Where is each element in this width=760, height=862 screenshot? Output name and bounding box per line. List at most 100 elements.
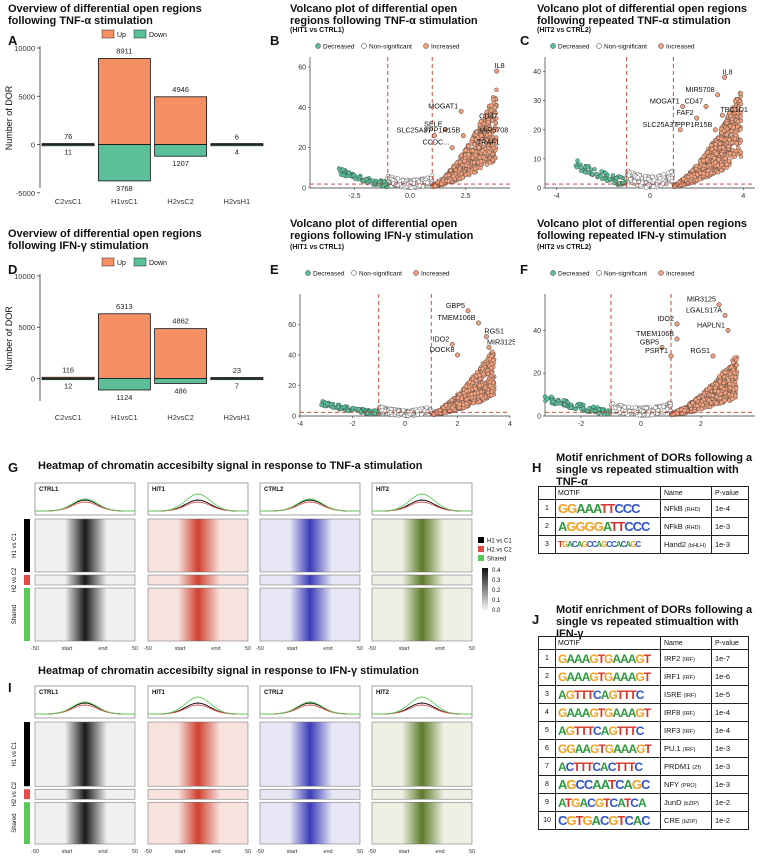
motif-family: (bZIP) xyxy=(683,801,699,807)
motif-base: T xyxy=(623,687,630,702)
bar-down xyxy=(41,144,95,147)
data-point xyxy=(485,371,491,376)
y-tick-label: 20 xyxy=(533,127,541,134)
gene-label: PPP1R15B xyxy=(424,126,461,135)
heatmap-block xyxy=(371,801,473,845)
data-point xyxy=(433,183,438,189)
profile-curve xyxy=(35,498,135,512)
heatmap-block xyxy=(259,574,361,586)
data-point xyxy=(492,105,497,110)
rank-number: 2 xyxy=(538,517,556,536)
data-point xyxy=(489,393,494,398)
motif-base: A xyxy=(632,813,642,828)
highlighted-point xyxy=(476,320,481,326)
column-label: CTRL1 xyxy=(39,487,59,493)
y-tick-label: 10 xyxy=(533,156,541,163)
legend-label: Shared xyxy=(487,557,506,563)
gene-label: RGS1 xyxy=(690,346,710,355)
motif-base: A xyxy=(600,777,610,792)
motif-base: G xyxy=(566,519,576,534)
heatmap-block xyxy=(147,518,249,573)
panel-g-title: Heatmap of chromatin accesibilty signal … xyxy=(38,460,423,472)
data-point xyxy=(494,87,499,92)
data-point xyxy=(330,405,336,410)
data-point xyxy=(469,392,474,397)
motif-base: T xyxy=(643,705,651,720)
motif-sequence: ATGACGTCATCA xyxy=(558,795,647,810)
data-label-up: 6 xyxy=(235,132,239,141)
legend-label: H1 vs C1 xyxy=(487,539,512,545)
motif-base: G xyxy=(558,501,568,516)
motif-family: (IRF) xyxy=(682,711,695,717)
motif-logo: GGAAGTGAAAGT xyxy=(555,739,661,758)
data-point xyxy=(455,395,461,401)
data-point xyxy=(417,183,422,188)
motif-base: T xyxy=(574,687,581,702)
data-point xyxy=(735,119,741,124)
motif-base: T xyxy=(628,759,635,774)
data-point xyxy=(602,412,607,417)
data-point xyxy=(735,124,740,129)
x-tick-label: end xyxy=(435,646,444,652)
rank-number: 7 xyxy=(538,757,556,776)
x-tick-label: H2vsC2 xyxy=(167,197,194,206)
data-point xyxy=(484,162,489,167)
motif-base: T xyxy=(621,759,629,774)
motif-base: C xyxy=(583,777,593,792)
motif-base: A xyxy=(574,705,583,720)
motif-name: PRDM1 (Zf) xyxy=(660,757,712,776)
profile-box xyxy=(147,685,249,719)
motif-base: G xyxy=(589,669,598,684)
motif-base: C xyxy=(624,519,633,534)
motif-base: G xyxy=(566,741,575,756)
legend-label: H2 vs C2 xyxy=(487,548,512,554)
legend-marker xyxy=(596,270,602,276)
bar-down xyxy=(41,378,95,381)
legend-label: Decreased xyxy=(558,271,590,278)
color-scale-label: 0.4 xyxy=(492,568,501,574)
data-point xyxy=(637,412,642,418)
motif-base: C xyxy=(607,759,617,774)
data-point xyxy=(446,172,452,178)
motif-base: G xyxy=(571,795,580,810)
x-tick-label: start xyxy=(175,646,186,652)
motif-logo: GAAAGTGAAAGT xyxy=(555,649,661,668)
motif-sequence: AGGGGATTCCC xyxy=(558,519,650,534)
motif-base: G xyxy=(581,540,587,549)
motif-family: (RHD) xyxy=(684,507,701,513)
motif-name: IRF8 (IRF) xyxy=(660,703,712,722)
data-point xyxy=(733,375,738,380)
column-label: HIT1 xyxy=(152,690,166,696)
motif-base: G xyxy=(635,669,644,684)
x-tick-label: -50 xyxy=(256,849,264,855)
highlighted-point xyxy=(677,127,683,133)
motif-name: ISRE (IRF) xyxy=(660,685,712,704)
motif-base: T xyxy=(558,540,563,549)
scatter-points xyxy=(336,87,499,191)
motif-base: A xyxy=(612,705,621,720)
legend-label: Increased xyxy=(666,44,695,51)
data-point xyxy=(612,405,618,411)
data-point xyxy=(472,142,477,147)
data-point xyxy=(724,120,730,126)
highlighted-point xyxy=(460,133,466,139)
motif-base: A xyxy=(596,540,602,549)
data-point xyxy=(623,411,628,416)
data-point xyxy=(484,110,489,115)
motif-base: G xyxy=(590,741,599,756)
data-point xyxy=(734,386,739,391)
data-point xyxy=(471,160,477,165)
rank-number: 10 xyxy=(538,811,556,830)
motif-base: T xyxy=(617,813,626,828)
data-point xyxy=(471,401,476,406)
data-point xyxy=(493,110,498,116)
motif-name: JunD (bZIP) xyxy=(660,793,712,812)
panel-label-h: H xyxy=(532,460,542,475)
heatmap-block xyxy=(371,788,473,800)
motif-pvalue: 1e-6 xyxy=(711,667,749,686)
data-point xyxy=(701,158,706,163)
data-point xyxy=(723,390,728,396)
motif-base: T xyxy=(575,813,584,828)
data-point xyxy=(481,155,486,160)
data-point xyxy=(738,91,744,96)
